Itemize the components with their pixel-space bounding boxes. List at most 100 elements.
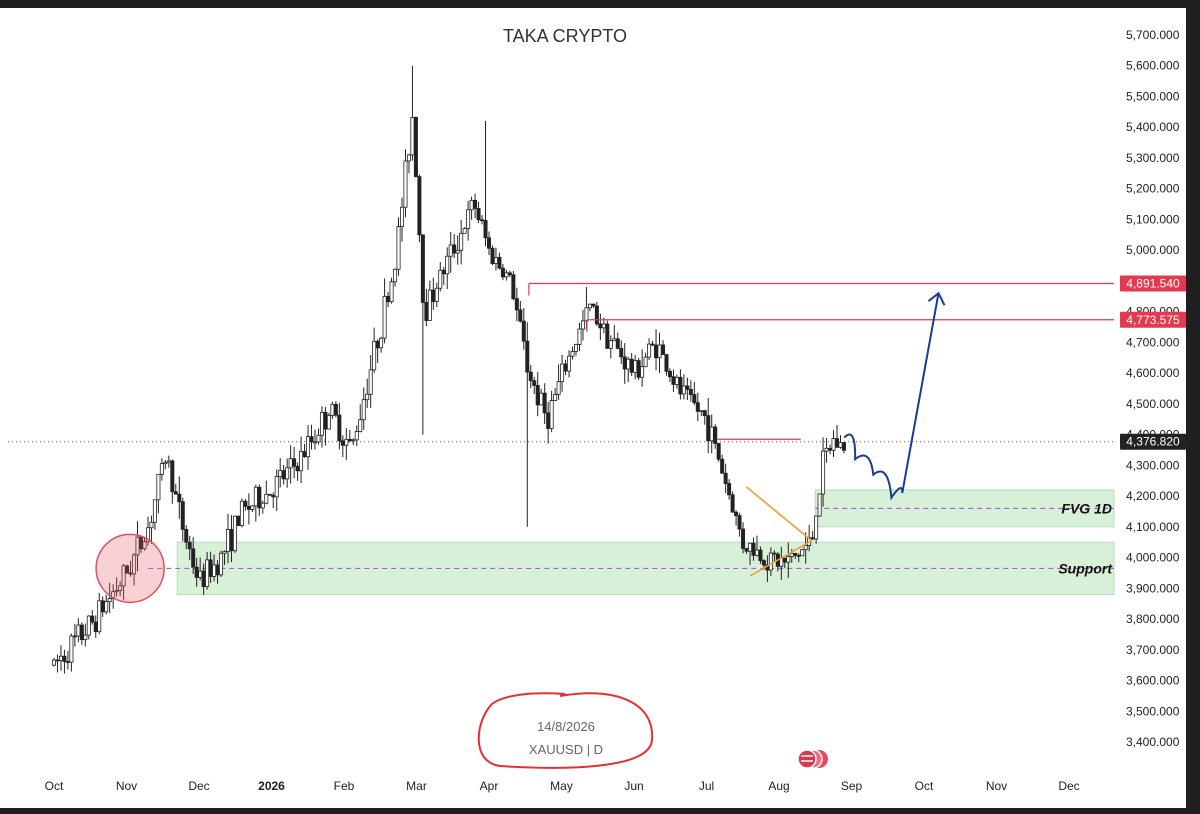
candle bbox=[514, 298, 519, 311]
candle bbox=[789, 552, 794, 557]
support-circle-annotation bbox=[95, 533, 165, 604]
candle bbox=[560, 363, 565, 383]
candle bbox=[741, 528, 746, 549]
candle bbox=[386, 295, 391, 303]
candle bbox=[539, 392, 544, 406]
candle bbox=[243, 500, 248, 507]
y-tick-label: 4,300.000 bbox=[1126, 458, 1180, 472]
watermark-circle-annotation bbox=[477, 692, 654, 769]
candle bbox=[145, 527, 150, 543]
candle bbox=[567, 355, 572, 372]
candle bbox=[208, 559, 213, 577]
candle bbox=[201, 570, 206, 588]
candle bbox=[483, 220, 488, 239]
candle bbox=[319, 412, 324, 436]
candle bbox=[835, 438, 840, 448]
y-tick-label: 4,200.000 bbox=[1126, 489, 1180, 503]
candle bbox=[706, 415, 711, 442]
candle bbox=[410, 116, 415, 156]
candle bbox=[274, 476, 279, 498]
candle bbox=[549, 400, 554, 429]
candle bbox=[622, 356, 627, 370]
candle bbox=[601, 323, 606, 329]
candle bbox=[758, 549, 763, 562]
candle bbox=[577, 328, 582, 345]
y-tick-label: 3,600.000 bbox=[1126, 674, 1180, 688]
candle bbox=[330, 403, 335, 416]
candle bbox=[281, 470, 286, 480]
candle bbox=[493, 256, 498, 264]
candle bbox=[375, 340, 380, 349]
candle bbox=[312, 441, 317, 444]
candle bbox=[225, 529, 230, 552]
candle bbox=[396, 226, 401, 270]
candle bbox=[215, 564, 220, 576]
candle bbox=[615, 338, 620, 349]
candle bbox=[716, 443, 721, 460]
y-tick-label: 4,700.000 bbox=[1126, 335, 1180, 349]
x-tick-label: Sep bbox=[841, 779, 863, 793]
chart-title: TAKA CRYPTO bbox=[503, 26, 627, 46]
candle bbox=[490, 247, 495, 264]
candle bbox=[173, 491, 178, 495]
candle bbox=[177, 493, 182, 503]
candle bbox=[166, 460, 171, 463]
candle bbox=[469, 199, 474, 211]
candle bbox=[751, 542, 756, 556]
candle bbox=[93, 621, 98, 633]
candle bbox=[838, 442, 843, 448]
candle bbox=[445, 255, 450, 275]
candle bbox=[72, 635, 77, 638]
candle bbox=[828, 447, 833, 451]
y-axis[interactable]: 3,400.000 3,500.000 3,600.000 3,700.000 3,80… bbox=[1120, 28, 1186, 749]
candle bbox=[114, 590, 119, 593]
flag-icon[interactable] bbox=[797, 749, 828, 769]
candle bbox=[264, 493, 269, 504]
x-axis[interactable]: Oct Nov Dec 2026 Feb Mar Apr May Jun Jul Aug Sep Oct… bbox=[45, 779, 1080, 793]
candle bbox=[344, 438, 349, 446]
triangle-pattern bbox=[745, 486, 814, 577]
candle bbox=[250, 505, 255, 510]
candle bbox=[149, 521, 154, 529]
watermark-symbol: XAUUSD | D bbox=[529, 742, 603, 757]
candle bbox=[692, 394, 697, 404]
candle bbox=[121, 565, 126, 587]
candle bbox=[194, 566, 199, 578]
candle bbox=[452, 244, 457, 254]
candle bbox=[643, 356, 648, 368]
candle bbox=[685, 385, 690, 390]
y-tick-label: 5,500.000 bbox=[1126, 89, 1180, 103]
candle bbox=[674, 376, 679, 385]
candles-layer bbox=[52, 65, 846, 674]
y-tick-label: 4,600.000 bbox=[1126, 366, 1180, 380]
candle bbox=[288, 458, 293, 469]
projection-arrowhead bbox=[927, 291, 946, 306]
candle bbox=[222, 551, 227, 554]
x-tick-label: 2026 bbox=[258, 779, 285, 793]
candle bbox=[438, 269, 443, 289]
candle bbox=[267, 493, 272, 496]
candle bbox=[205, 559, 210, 588]
candle bbox=[500, 267, 505, 278]
x-tick-label: Dec bbox=[188, 779, 209, 793]
candle bbox=[612, 338, 617, 342]
candle bbox=[800, 549, 805, 557]
candle bbox=[62, 655, 67, 662]
candle bbox=[107, 598, 112, 602]
candle bbox=[246, 505, 251, 510]
y-tick-label: 3,800.000 bbox=[1126, 612, 1180, 626]
candle bbox=[723, 472, 728, 484]
candle bbox=[476, 208, 481, 221]
candle bbox=[626, 358, 631, 370]
y-tick-label: 4,000.000 bbox=[1126, 551, 1180, 565]
candle bbox=[661, 344, 666, 355]
candle bbox=[782, 557, 787, 563]
candle bbox=[253, 486, 258, 507]
candle bbox=[152, 499, 157, 523]
candle bbox=[104, 601, 109, 613]
candle bbox=[278, 470, 283, 478]
x-tick-label: May bbox=[550, 779, 573, 793]
candle bbox=[466, 209, 471, 229]
candle bbox=[431, 289, 436, 302]
